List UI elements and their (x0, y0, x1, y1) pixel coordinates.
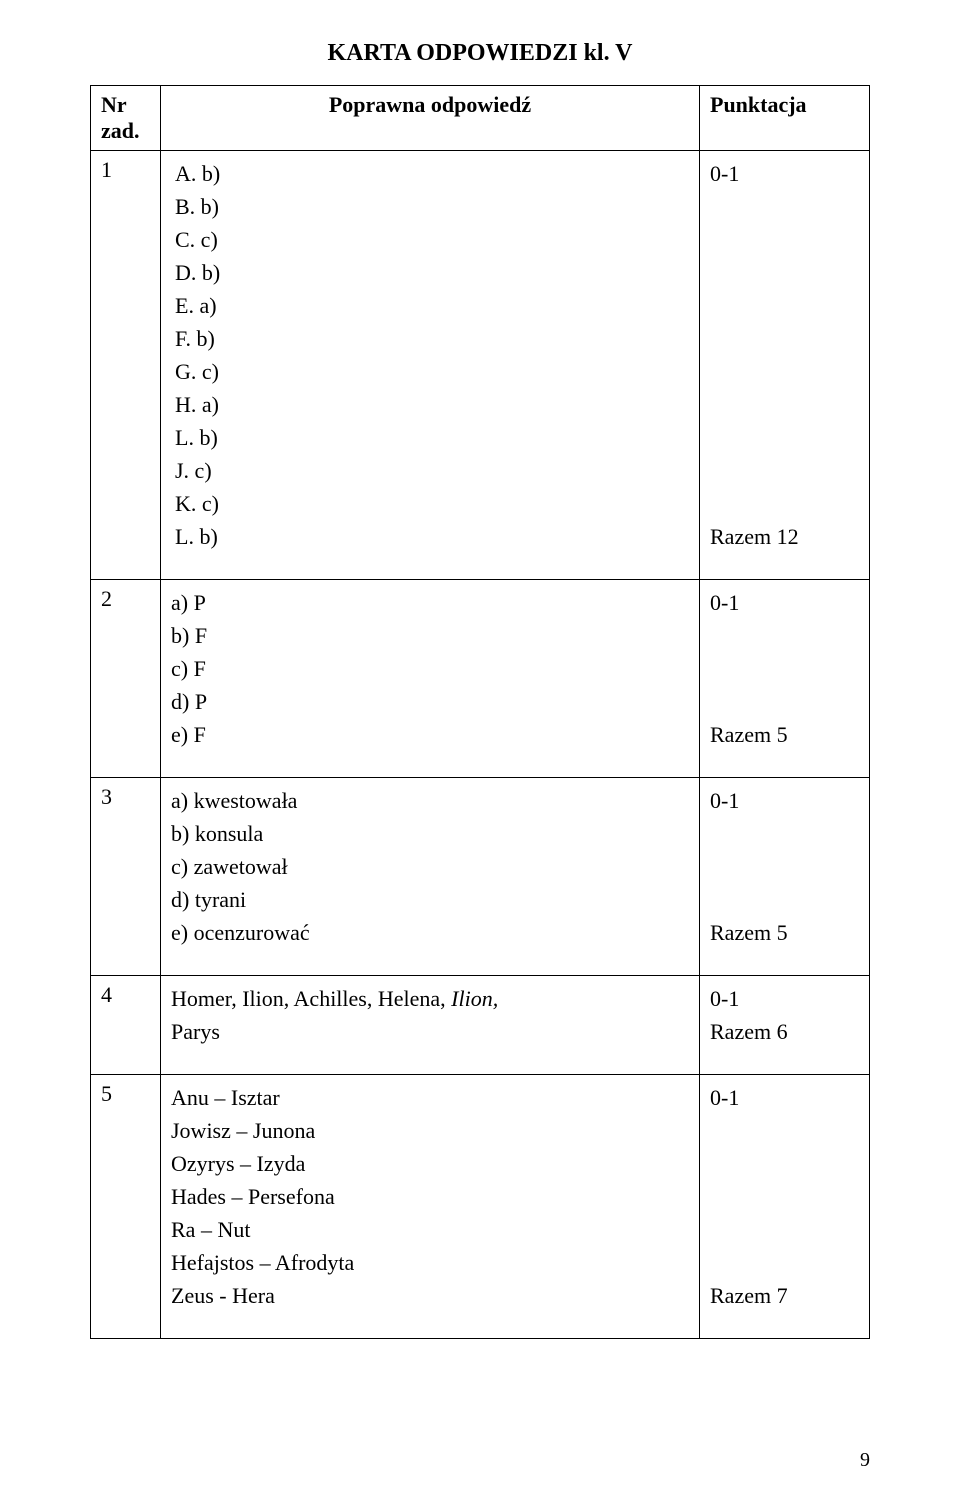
ans-line: Hefajstos – Afrodyta (171, 1246, 689, 1279)
page-number: 9 (860, 1449, 870, 1472)
ans-line: Homer, Ilion, Achilles, Helena, Ilion, (171, 982, 689, 1015)
cell-nr: 1 (91, 151, 161, 580)
pts-line: Razem 12 (710, 520, 799, 553)
ans-line: e) F (171, 718, 689, 751)
cell-ans: Homer, Ilion, Achilles, Helena, Ilion, P… (161, 976, 700, 1075)
ans-line: Zeus - Hera (171, 1279, 689, 1312)
ans-line: Ozyrys – Izyda (171, 1147, 689, 1180)
ans-line: C. c) (171, 223, 689, 256)
ans-italic: Ilion, (451, 986, 498, 1011)
cell-pts: 0-1 Razem 5 (700, 580, 870, 778)
ans-line: Ra – Nut (171, 1213, 689, 1246)
cell-ans: a) kwestowała b) konsula c) zawetował d)… (161, 778, 700, 976)
ans-line: A. b) (171, 157, 689, 190)
table-row: 5 Anu – Isztar Jowisz – Junona Ozyrys – … (91, 1075, 870, 1339)
ans-line: b) F (171, 619, 689, 652)
ans-line: d) P (171, 685, 689, 718)
pts-line: 0-1 (710, 157, 859, 190)
ans-line: D. b) (171, 256, 689, 289)
cell-ans: A. b) B. b) C. c) D. b) E. a) F. b) G. c… (161, 151, 700, 580)
ans-line: Parys (171, 1015, 689, 1048)
cell-pts: 0-1 Razem 5 (700, 778, 870, 976)
cell-nr: 4 (91, 976, 161, 1075)
ans-line: B. b) (171, 190, 689, 223)
ans-line: J. c) (171, 454, 689, 487)
table-row: 2 a) P b) F c) F d) P e) F 0-1 Razem 5 (91, 580, 870, 778)
pts-line: Razem 6 (710, 1015, 859, 1048)
header-ans: Poprawna odpowiedź (161, 86, 700, 151)
ans-line: K. c) (171, 487, 689, 520)
document-page: KARTA ODPOWIEDZI kl. V Nr zad. Poprawna … (0, 0, 960, 1500)
pts-line: Razem 5 (710, 718, 788, 751)
table-row: 3 a) kwestowała b) konsula c) zawetował … (91, 778, 870, 976)
ans-line: L. b) (171, 421, 689, 454)
ans-line: a) kwestowała (171, 784, 689, 817)
cell-pts: 0-1 Razem 12 (700, 151, 870, 580)
pts-line: 0-1 (710, 586, 859, 619)
cell-pts: 0-1 Razem 7 (700, 1075, 870, 1339)
ans-line: L. b) (171, 520, 689, 553)
cell-ans: a) P b) F c) F d) P e) F (161, 580, 700, 778)
ans-line: Anu – Isztar (171, 1081, 689, 1114)
ans-line: F. b) (171, 322, 689, 355)
pts-line: 0-1 (710, 784, 859, 817)
header-pts: Punktacja (700, 86, 870, 151)
ans-line: Hades – Persefona (171, 1180, 689, 1213)
ans-line: b) konsula (171, 817, 689, 850)
header-nr: Nr zad. (91, 86, 161, 151)
header-ans-text: Poprawna odpowiedź (329, 92, 531, 117)
ans-line: c) zawetował (171, 850, 689, 883)
ans-pre: Homer, Ilion, Achilles, Helena, (171, 986, 451, 1011)
cell-pts: 0-1 Razem 6 (700, 976, 870, 1075)
pts-line: 0-1 (710, 1081, 859, 1114)
ans-line: e) ocenzurować (171, 916, 689, 949)
ans-line: d) tyrani (171, 883, 689, 916)
table-row: 4 Homer, Ilion, Achilles, Helena, Ilion,… (91, 976, 870, 1075)
ans-line: H. a) (171, 388, 689, 421)
cell-nr: 3 (91, 778, 161, 976)
pts-line: 0-1 (710, 982, 859, 1015)
answer-table: Nr zad. Poprawna odpowiedź Punktacja 1 A… (90, 85, 870, 1339)
table-header-row: Nr zad. Poprawna odpowiedź Punktacja (91, 86, 870, 151)
table-row: 1 A. b) B. b) C. c) D. b) E. a) F. b) G.… (91, 151, 870, 580)
cell-nr: 2 (91, 580, 161, 778)
ans-line: G. c) (171, 355, 689, 388)
ans-line: Jowisz – Junona (171, 1114, 689, 1147)
ans-line: c) F (171, 652, 689, 685)
pts-line: Razem 5 (710, 916, 788, 949)
cell-ans: Anu – Isztar Jowisz – Junona Ozyrys – Iz… (161, 1075, 700, 1339)
pts-line: Razem 7 (710, 1279, 788, 1312)
ans-line: E. a) (171, 289, 689, 322)
ans-line: a) P (171, 586, 689, 619)
cell-nr: 5 (91, 1075, 161, 1339)
page-title: KARTA ODPOWIEDZI kl. V (90, 40, 870, 67)
